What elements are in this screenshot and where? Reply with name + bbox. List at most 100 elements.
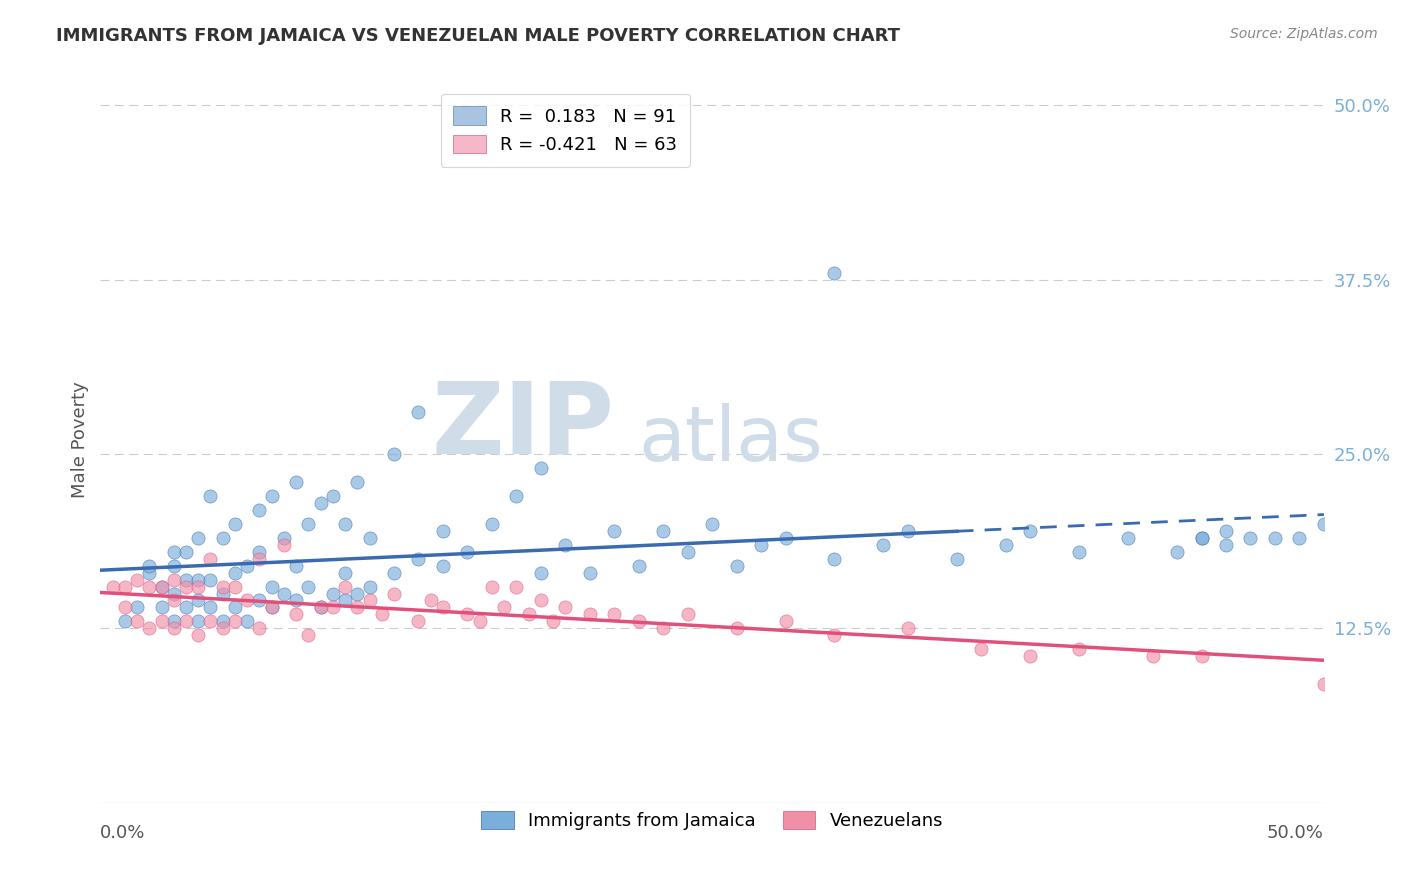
Point — [224, 615, 246, 629]
Point — [1166, 544, 1188, 558]
Text: atlas: atlas — [638, 403, 824, 477]
Point — [150, 580, 173, 594]
Point — [505, 489, 527, 503]
Point — [163, 586, 186, 600]
Point — [652, 524, 675, 538]
Point — [322, 586, 344, 600]
Point — [359, 593, 381, 607]
Point — [700, 516, 723, 531]
Point — [200, 615, 222, 629]
Point — [114, 615, 136, 629]
Point — [382, 566, 405, 580]
Point — [150, 600, 173, 615]
Point — [603, 607, 626, 622]
Point — [260, 580, 283, 594]
Point — [1313, 516, 1336, 531]
Point — [309, 496, 332, 510]
Point — [481, 580, 503, 594]
Point — [163, 544, 186, 558]
Point — [359, 580, 381, 594]
Point — [468, 615, 491, 629]
Point — [408, 405, 430, 419]
Point — [211, 586, 233, 600]
Point — [249, 544, 271, 558]
Point — [725, 558, 748, 573]
Text: ZIP: ZIP — [432, 377, 614, 474]
Point — [408, 615, 430, 629]
Point — [824, 551, 846, 566]
Point — [138, 580, 160, 594]
Point — [530, 461, 553, 475]
Point — [285, 475, 308, 489]
Point — [333, 516, 356, 531]
Point — [419, 593, 441, 607]
Point — [297, 516, 319, 531]
Point — [285, 593, 308, 607]
Point — [1191, 649, 1213, 664]
Point — [125, 615, 148, 629]
Point — [494, 600, 516, 615]
Point — [211, 615, 233, 629]
Point — [481, 516, 503, 531]
Point — [200, 551, 222, 566]
Legend: Immigrants from Jamaica, Venezuelans: Immigrants from Jamaica, Venezuelans — [474, 804, 950, 838]
Point — [249, 551, 271, 566]
Point — [725, 621, 748, 635]
Point — [946, 551, 969, 566]
Point — [273, 538, 295, 552]
Point — [125, 573, 148, 587]
Point — [530, 566, 553, 580]
Point — [554, 538, 576, 552]
Text: IMMIGRANTS FROM JAMAICA VS VENEZUELAN MALE POVERTY CORRELATION CHART: IMMIGRANTS FROM JAMAICA VS VENEZUELAN MA… — [56, 27, 900, 45]
Point — [408, 551, 430, 566]
Point — [224, 516, 246, 531]
Point — [249, 503, 271, 517]
Point — [1288, 531, 1310, 545]
Point — [578, 607, 600, 622]
Point — [627, 558, 650, 573]
Point — [285, 607, 308, 622]
Point — [309, 600, 332, 615]
Point — [322, 600, 344, 615]
Point — [150, 580, 173, 594]
Point — [211, 621, 233, 635]
Point — [1019, 649, 1042, 664]
Point — [163, 615, 186, 629]
Text: 0.0%: 0.0% — [100, 824, 146, 842]
Point — [517, 607, 540, 622]
Point — [163, 593, 186, 607]
Point — [236, 593, 259, 607]
Point — [382, 586, 405, 600]
Point — [1191, 531, 1213, 545]
Point — [174, 573, 197, 587]
Point — [603, 524, 626, 538]
Point — [359, 531, 381, 545]
Point — [150, 615, 173, 629]
Point — [260, 600, 283, 615]
Point — [249, 593, 271, 607]
Point — [249, 621, 271, 635]
Point — [346, 586, 368, 600]
Point — [994, 538, 1017, 552]
Point — [285, 558, 308, 573]
Point — [1215, 524, 1237, 538]
Point — [1019, 524, 1042, 538]
Point — [114, 600, 136, 615]
Point — [371, 607, 394, 622]
Point — [125, 600, 148, 615]
Point — [432, 558, 454, 573]
Point — [1264, 531, 1286, 545]
Point — [114, 580, 136, 594]
Point — [554, 600, 576, 615]
Point — [676, 607, 699, 622]
Point — [224, 566, 246, 580]
Point — [824, 266, 846, 280]
Point — [101, 580, 124, 594]
Point — [1239, 531, 1261, 545]
Point — [236, 558, 259, 573]
Point — [174, 544, 197, 558]
Point — [432, 600, 454, 615]
Point — [382, 447, 405, 461]
Point — [897, 621, 920, 635]
Point — [187, 531, 209, 545]
